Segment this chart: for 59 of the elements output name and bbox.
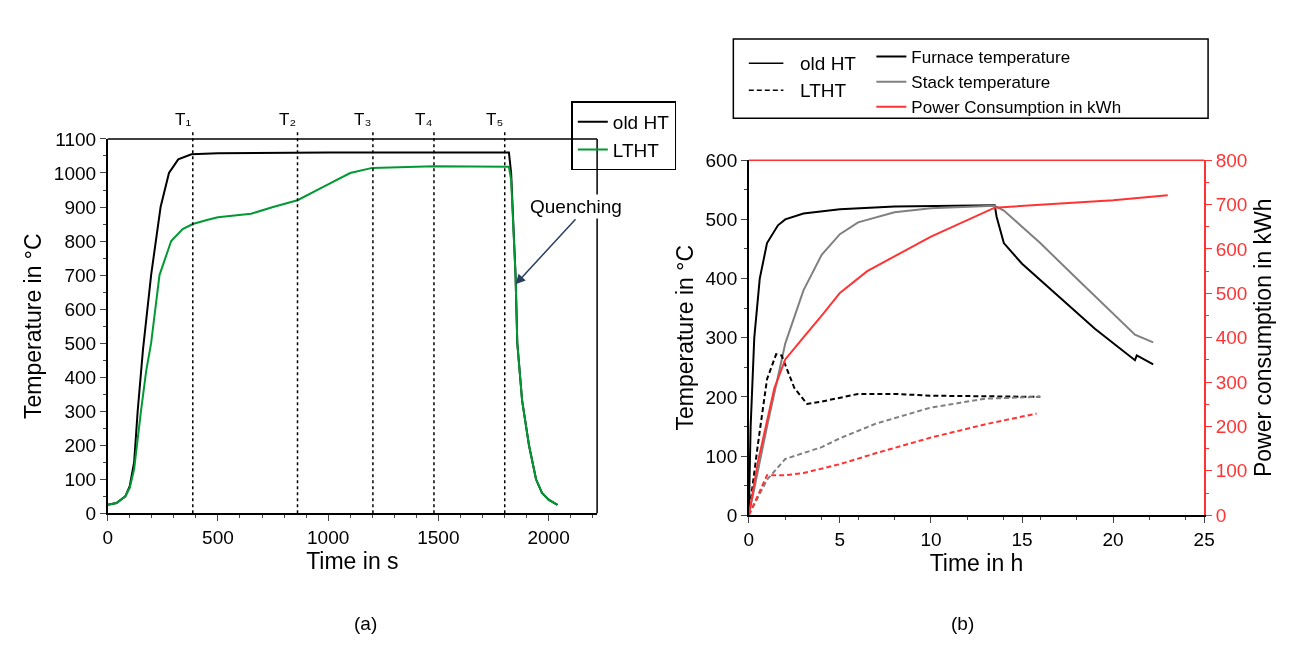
y-tick-label: 700	[64, 264, 97, 286]
y2-tick-label: 300	[1215, 371, 1248, 393]
y2-tick-label: 500	[1215, 282, 1248, 304]
y-tick-label: 900	[64, 196, 97, 218]
y2-tick-label: 100	[1215, 460, 1248, 482]
x-tick-label: 5	[834, 528, 846, 550]
annotation: Quenching	[530, 196, 622, 217]
x-tick-label: 1000	[307, 526, 350, 548]
y-tick-label: 800	[64, 230, 97, 252]
y-tick-label: 500	[705, 209, 738, 231]
legend-label: Power Consumption in kWh	[911, 98, 1122, 118]
y-tick-label: 300	[64, 400, 97, 422]
legend-label: LTHT	[612, 139, 660, 161]
y-tick-label: 300	[705, 327, 738, 349]
ref-line-label: T₂	[279, 110, 296, 129]
y-tick-label: 100	[705, 445, 738, 467]
y2-tick-label: 400	[1215, 327, 1248, 349]
y2-tick-label: 600	[1215, 238, 1248, 260]
y-tick-label: 200	[705, 386, 738, 408]
y-tick-label: 100	[64, 468, 97, 490]
ref-line-label: T₄	[415, 110, 433, 129]
y2-tick-label: 200	[1215, 416, 1248, 438]
text: LTHT	[800, 80, 847, 101]
legend-label: old HT	[612, 112, 670, 134]
legend-label: Furnace temperature	[911, 48, 1071, 68]
y-tick-label: 400	[64, 366, 97, 388]
y-tick-label: 500	[64, 332, 97, 354]
y-axis-title: Temperature in °C	[671, 244, 698, 431]
y2-tick-label: 800	[1215, 149, 1248, 171]
text: (a)	[354, 613, 378, 634]
y2-axis-title: Power consumption in kWh	[1249, 198, 1276, 478]
y-tick-label: 0	[85, 502, 97, 524]
ref-line-label: T₁	[175, 110, 192, 129]
y-tick-label: 600	[64, 298, 97, 320]
x-tick-label: 25	[1193, 528, 1215, 550]
x-tick-label: 15	[1011, 528, 1033, 550]
y-tick-label: 400	[705, 268, 738, 290]
x-tick-label: 10	[920, 528, 942, 550]
text: (b)	[951, 613, 975, 634]
x-axis-title: Time in s	[306, 547, 399, 574]
x-tick-label: 500	[202, 526, 234, 548]
y2-tick-label: 700	[1215, 194, 1248, 216]
y-tick-label: 1100	[55, 128, 97, 150]
x-tick-label: 0	[102, 526, 113, 548]
ref-line-label: T₃	[354, 110, 372, 129]
y-tick-label: 200	[64, 434, 97, 456]
y2-tick-label: 0	[1215, 504, 1227, 526]
x-tick-label: 20	[1102, 528, 1124, 550]
y-axis-title: Temperature in °C	[19, 233, 46, 419]
ref-line-label: T₅	[486, 110, 504, 129]
x-tick-label: 1500	[417, 526, 460, 548]
x-tick-label: 0	[743, 528, 755, 550]
y-tick-label: 1000	[53, 162, 97, 184]
x-tick-label: 2000	[527, 526, 570, 548]
legend-label: Stack temperature	[911, 73, 1051, 93]
text: old HT	[800, 53, 857, 74]
y-tick-label: 0	[726, 504, 738, 526]
x-axis-title: Time in h	[929, 549, 1024, 576]
y-tick-label: 600	[705, 149, 738, 171]
